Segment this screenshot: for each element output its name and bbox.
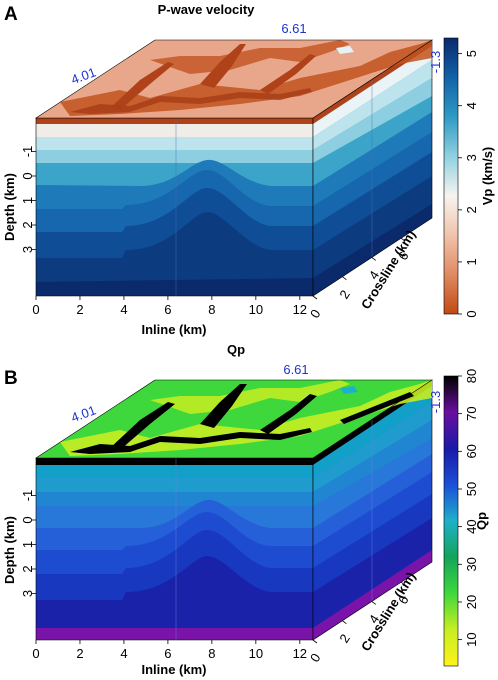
panel-b-front-face <box>35 457 314 641</box>
crossline-tick-label: 0 <box>307 307 324 321</box>
crossline-tick <box>371 257 377 261</box>
inline-tick-label: 0 <box>32 302 39 317</box>
depth-tick-label: -1 <box>20 490 35 502</box>
inline-tick-label: 2 <box>76 302 83 317</box>
depth-tick-label: 0 <box>20 516 35 523</box>
inline-tick-label: 8 <box>208 302 215 317</box>
depth-tick-label: 2 <box>20 221 35 228</box>
panel-a-colorbar: 0 1 2 3 4 5 Vp (km/s) <box>443 37 495 318</box>
panel-b-side-face <box>312 379 433 641</box>
colorbar-tick-label: 30 <box>464 557 479 571</box>
panel-a-colorbar-label: Vp (km/s) <box>480 147 495 206</box>
inline-tick-label: 8 <box>208 646 215 661</box>
panel-a-inline-axis: 0 2 4 6 8 10 12 Inline (km) <box>32 296 307 337</box>
panel-b-inline-label: Inline (km) <box>141 662 206 677</box>
colorbar-tick-label: 10 <box>464 632 479 646</box>
panel-b: B Qp <box>2 342 489 677</box>
panel-a: A P-wave velocity <box>2 2 495 337</box>
colorbar-tick-label: 1 <box>464 258 479 265</box>
depth-tick-label: 1 <box>20 541 35 548</box>
depth-tick-label: 3 <box>20 590 35 597</box>
crossline-tick-label: 2 <box>336 287 353 301</box>
panel-a-title: P-wave velocity <box>158 2 256 17</box>
panel-b-corner-center: 6.61 <box>283 362 308 377</box>
colorbar-tick-label: 5 <box>464 50 479 57</box>
inline-tick-label: 12 <box>293 302 307 317</box>
colorbar-tick-label: 50 <box>464 482 479 496</box>
panel-b-colorbar-label: Qp <box>474 512 489 530</box>
panel-b-title: Qp <box>227 342 245 357</box>
panel-b-inline-axis: 0 2 4 6 8 10 12 Inline (km) <box>32 640 307 677</box>
depth-tick-label: 1 <box>20 197 35 204</box>
panel-a-depth-label: Depth (km) <box>2 173 17 241</box>
colorbar-tick-label: 4 <box>464 102 479 109</box>
panel-a-side-face <box>312 39 433 297</box>
colorbar-tick-label: 3 <box>464 154 479 161</box>
panel-a-front-face <box>35 117 314 297</box>
crossline-tick <box>400 237 406 242</box>
crossline-tick <box>342 276 347 281</box>
inline-tick-label: 12 <box>293 646 307 661</box>
panel-b-corner-right: -1.3 <box>428 391 443 413</box>
crossline-tick <box>342 620 347 625</box>
colorbar-tick-label: 20 <box>464 595 479 609</box>
inline-tick-label: 6 <box>164 302 171 317</box>
colorbar-tick-label: 80 <box>464 369 479 383</box>
inline-tick-label: 10 <box>249 646 263 661</box>
colorbar-tick-label: 70 <box>464 406 479 420</box>
crossline-tick <box>312 639 318 644</box>
panel-a-corner-center: 6.61 <box>281 21 306 36</box>
panel-a-letter: A <box>4 4 18 25</box>
depth-tick-label: -1 <box>20 146 35 158</box>
inline-tick-label: 4 <box>120 646 127 661</box>
crossline-tick <box>371 601 377 605</box>
crossline-tick <box>312 295 318 300</box>
panel-a-depth-axis: -1 0 1 2 3 Depth (km) <box>2 146 36 253</box>
panel-a-top-face <box>34 39 434 119</box>
crossline-tick-label: 2 <box>336 631 353 645</box>
depth-tick-label: 3 <box>20 246 35 253</box>
inline-tick-label: 2 <box>76 646 83 661</box>
inline-tick-label: 4 <box>120 302 127 317</box>
colorbar-tick-label: 60 <box>464 444 479 458</box>
inline-tick-label: 6 <box>164 646 171 661</box>
depth-tick-label: 0 <box>20 172 35 179</box>
crossline-tick <box>400 581 406 586</box>
inline-tick-label: 0 <box>32 646 39 661</box>
panel-b-depth-axis: -1 0 1 2 3 Depth (km) <box>2 490 36 597</box>
colorbar-tick-label: 2 <box>464 206 479 213</box>
inline-tick-label: 10 <box>249 302 263 317</box>
depth-tick-label: 2 <box>20 565 35 572</box>
panel-b-depth-label: Depth (km) <box>2 516 17 584</box>
panel-b-top-face <box>34 379 434 459</box>
colorbar-tick-label: 40 <box>464 519 479 533</box>
panel-b-colorbar: 10 20 30 40 50 60 70 80 Qp <box>443 369 489 667</box>
panel-a-inline-label: Inline (km) <box>141 322 206 337</box>
panel-b-letter: B <box>4 368 18 389</box>
crossline-tick-label: 0 <box>307 651 324 665</box>
colorbar-tick-label: 0 <box>464 310 479 317</box>
panel-a-corner-right: -1.3 <box>428 51 443 73</box>
